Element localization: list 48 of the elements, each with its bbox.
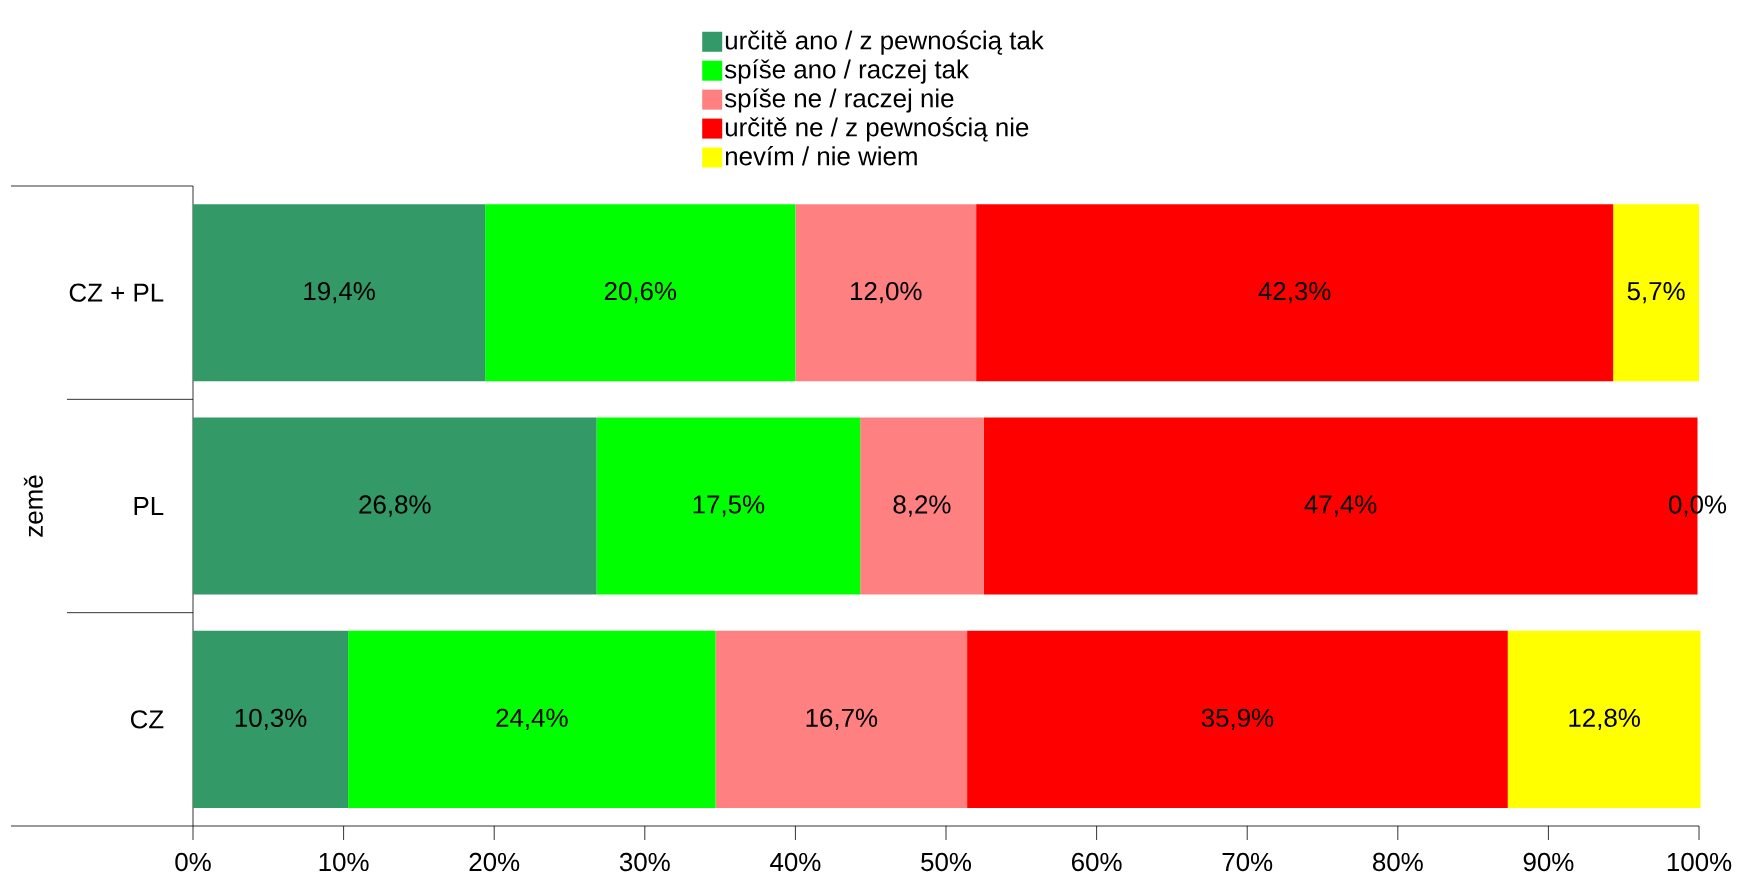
data-label: 12,0% — [851, 281, 922, 304]
bar — [860, 417, 984, 595]
y-tick-label: CZ — [130, 710, 164, 729]
x-tick-label: 10% — [319, 852, 369, 872]
y-axis-title: země — [23, 475, 43, 537]
data-label: 8,2% — [893, 495, 951, 517]
legend-label: nevím / nie wiem — [725, 146, 917, 166]
y-tick-label: PL — [134, 497, 164, 515]
data-label: 5,7% — [1627, 282, 1685, 304]
legend-label: určitě ne / z pewnością nie — [725, 117, 1029, 142]
data-label: 16,7% — [806, 708, 878, 731]
bar — [485, 204, 796, 382]
bar — [1613, 204, 1700, 382]
legend-label: spíše ne / raczej nie — [724, 88, 954, 113]
bar — [193, 204, 486, 382]
x-tick-label: 100% — [1667, 852, 1732, 872]
x-tick-label: 30% — [619, 852, 670, 872]
x-tick-label: 20% — [469, 852, 520, 872]
data-label: 47,4% — [1304, 495, 1377, 517]
data-label: 20,6% — [604, 281, 677, 304]
bar — [596, 417, 861, 595]
data-label: 0,0% — [1669, 495, 1727, 517]
x-tick-label: 50% — [921, 852, 971, 872]
data-label: 10,3% — [235, 708, 307, 731]
data-label: 35,9% — [1201, 708, 1274, 731]
bar — [967, 630, 1508, 808]
data-label: 24,4% — [496, 708, 568, 731]
legend-label: spíše ano / raczej tak — [724, 59, 969, 84]
legend-label: určitě ano / z pewnością tak — [725, 30, 1044, 55]
x-tick-label: 70% — [1222, 852, 1273, 872]
x-tick-label: 60% — [1072, 852, 1122, 872]
data-label: 19,4% — [304, 281, 375, 304]
bar — [348, 630, 716, 808]
data-label: 17,5% — [693, 495, 765, 517]
x-tick-label: 90% — [1523, 852, 1574, 872]
x-tick-label: 0% — [175, 852, 211, 872]
x-tick-label: 40% — [770, 852, 821, 872]
data-label: 12,8% — [1569, 708, 1640, 731]
bar — [193, 630, 349, 808]
data-label: 42,3% — [1258, 281, 1331, 304]
bar — [715, 630, 968, 808]
data-label: 26,8% — [359, 495, 431, 517]
y-tick-label: CZ + PL — [69, 283, 164, 302]
bar — [795, 204, 977, 382]
x-tick-label: 80% — [1373, 852, 1423, 872]
bar — [193, 417, 597, 595]
bar — [1507, 630, 1701, 808]
bar — [976, 204, 1614, 382]
